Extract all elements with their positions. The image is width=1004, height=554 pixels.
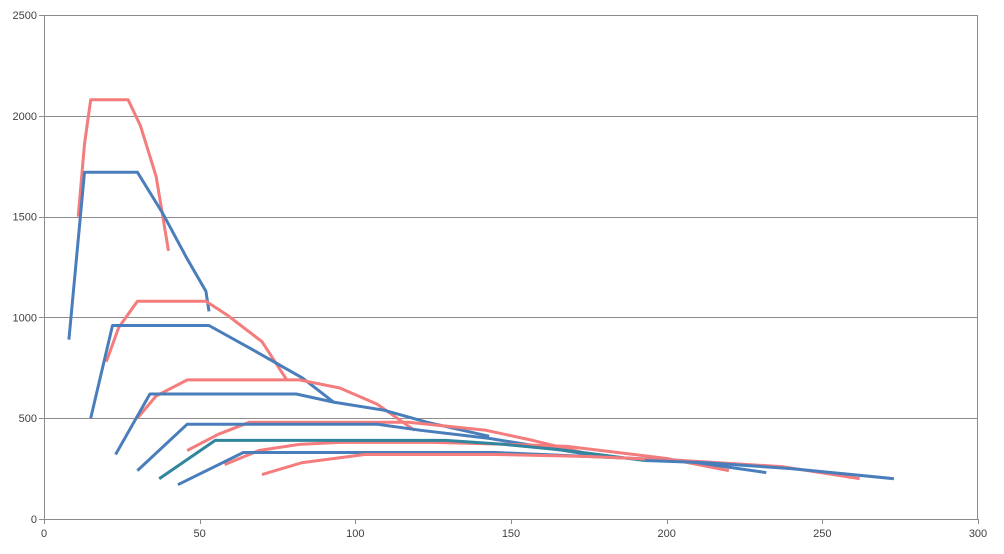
y-axis-tick-labels: 0 500 1000 1500 2000 2500 — [13, 10, 37, 526]
y-tick-label: 0 — [31, 514, 37, 526]
x-tick-label: 0 — [41, 528, 47, 540]
series-line-6 — [114, 392, 490, 456]
series-line-5 — [136, 378, 416, 432]
series-line-2 — [67, 170, 211, 340]
series-line-8 — [136, 422, 590, 472]
axes — [39, 15, 979, 524]
y-tick-label: 2000 — [13, 111, 37, 123]
series-line-4 — [89, 324, 335, 419]
x-tick-label: 200 — [657, 528, 675, 540]
y-tick-label: 1500 — [13, 212, 37, 224]
gridlines — [44, 15, 978, 419]
x-tick-label: 150 — [502, 528, 520, 540]
series-lines — [67, 98, 895, 487]
series-line-7 — [186, 420, 583, 454]
series-line-10 — [158, 438, 646, 480]
series-line-13 — [644, 459, 895, 481]
x-tick-label: 250 — [813, 528, 831, 540]
series-line-11 — [177, 451, 767, 487]
series-line-3 — [104, 299, 289, 381]
series-line-1 — [76, 98, 170, 252]
y-tick-label: 1000 — [13, 312, 37, 324]
y-tick-label: 2500 — [13, 10, 37, 22]
x-tick-label: 300 — [969, 528, 987, 540]
y-tick-label: 500 — [19, 413, 37, 425]
x-axis-tick-labels: 0 50 100 150 200 250 300 — [41, 528, 987, 540]
x-tick-label: 100 — [346, 528, 364, 540]
series-line-9 — [224, 440, 730, 473]
x-tick-label: 50 — [194, 528, 206, 540]
